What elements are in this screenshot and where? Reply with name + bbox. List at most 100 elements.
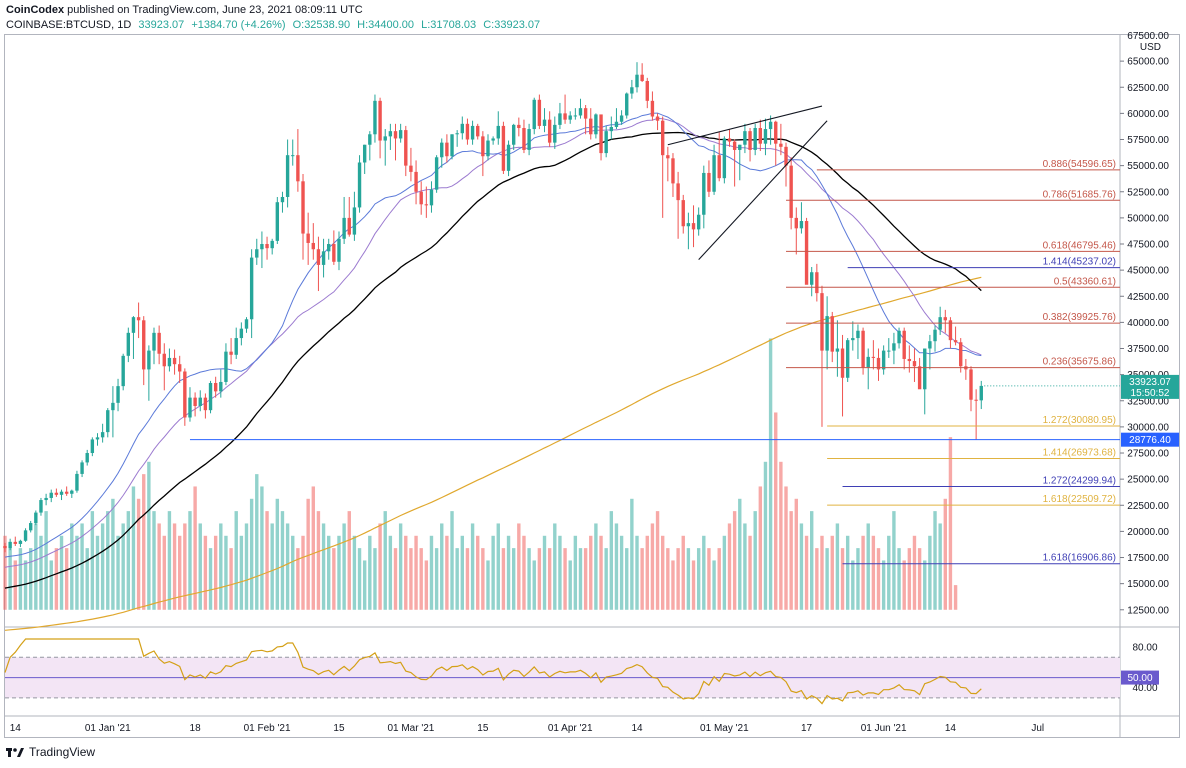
volume-bar <box>578 548 583 610</box>
volume-bar <box>332 548 336 610</box>
volume-bar <box>203 535 208 610</box>
volume-bar <box>393 548 398 610</box>
volume-bar <box>142 474 146 610</box>
candle-down <box>804 221 809 285</box>
candle-up <box>327 244 331 252</box>
volume-bar <box>794 498 798 610</box>
candle-down <box>347 217 351 235</box>
volume-bar <box>470 523 475 610</box>
candle-up <box>234 338 238 355</box>
publisher-name[interactable]: CoinCodex <box>6 4 65 16</box>
candle-down <box>840 348 845 378</box>
volume-bar <box>563 548 567 610</box>
y-tick-label: 57500.00 <box>1127 135 1169 146</box>
volume-bar <box>414 535 418 610</box>
candle-up <box>933 329 937 342</box>
volume-bar <box>167 511 172 610</box>
candle-down <box>661 120 665 156</box>
volume-bar <box>517 523 521 610</box>
candle-up <box>95 437 100 440</box>
candle-up <box>619 115 624 122</box>
y-tick-label: 65000.00 <box>1127 57 1169 68</box>
candle-down <box>953 340 958 343</box>
last-price-tag-bg <box>1121 374 1179 399</box>
volume-bar <box>491 535 495 610</box>
volume-bar <box>95 535 100 610</box>
volume-bar <box>866 523 870 610</box>
publisher-line: CoinCodex published on TradingView.com, … <box>6 3 544 18</box>
volume-bar <box>85 548 89 610</box>
candle-down <box>861 330 865 368</box>
candle-up <box>810 272 814 285</box>
candle-up <box>224 351 228 382</box>
rsi-tick-label: 80.00 <box>1132 643 1157 654</box>
volume-bar <box>100 523 105 610</box>
candle-down <box>178 364 182 372</box>
candle-down <box>815 272 819 294</box>
volume-bar <box>630 498 634 610</box>
candle-up <box>578 108 583 116</box>
volume-bar <box>661 535 665 610</box>
fib-level-label: 0.886(54596.65) <box>1043 159 1116 170</box>
candle-up <box>460 123 464 134</box>
volume-bar <box>917 548 922 610</box>
fib-level-label: 1.618(16906.86) <box>1043 553 1116 564</box>
volume-bar <box>820 535 824 610</box>
candle-down <box>296 155 300 182</box>
candle-up <box>856 330 860 339</box>
volume-bar <box>635 535 639 610</box>
y-tick-label: 62500.00 <box>1127 83 1169 94</box>
volume-bar <box>496 523 500 610</box>
candle-down <box>676 183 680 201</box>
last-price-tag: 33923.07 <box>1129 377 1171 388</box>
support-label-bg <box>1121 432 1179 447</box>
volume-bar <box>892 511 896 610</box>
volume-bar <box>738 498 742 610</box>
y-tick-label: 40000.00 <box>1127 318 1169 329</box>
candle-up <box>491 138 495 141</box>
volume-bar <box>758 486 763 610</box>
volume-bar <box>676 548 680 610</box>
volume-bar <box>116 535 120 610</box>
candle-up <box>106 410 110 433</box>
candle-up <box>116 386 120 403</box>
candle-down <box>414 171 418 192</box>
candle-up <box>373 100 377 135</box>
candle-down <box>599 114 603 154</box>
fib-level-label: 0.618(46795.46) <box>1043 240 1116 251</box>
y-tick-label: 15000.00 <box>1127 579 1169 590</box>
candle-up <box>198 397 202 406</box>
candle-down <box>917 366 922 390</box>
y-tick-label: 17500.00 <box>1127 553 1169 564</box>
volume-bar <box>373 548 377 610</box>
volume-bar <box>645 535 649 610</box>
candle-up <box>121 355 125 387</box>
volume-bar <box>542 535 547 610</box>
candle-up <box>527 129 531 150</box>
volume-bar <box>666 548 670 610</box>
candle-up <box>594 114 598 135</box>
candle-up <box>625 93 629 116</box>
candle-down <box>229 351 233 355</box>
volume-bar <box>599 535 603 610</box>
volume-bar <box>506 535 511 610</box>
volume-bar <box>845 535 850 610</box>
published-text: published on TradingView.com, June 23, 2… <box>67 4 363 16</box>
volume-bar <box>398 523 403 610</box>
candle-up <box>337 238 341 262</box>
x-tick-label: 01 Apr '21 <box>548 723 593 734</box>
volume-bar <box>511 548 516 610</box>
currency-label: USD <box>1140 42 1161 53</box>
footer-brand[interactable]: TradingView <box>29 745 96 759</box>
volume-bar <box>296 548 300 610</box>
volume-bar <box>388 535 393 610</box>
volume-bar <box>357 548 362 610</box>
candle-up <box>440 142 444 158</box>
candle-up <box>979 385 983 401</box>
candle-up <box>255 249 259 258</box>
volume-bar <box>573 535 578 610</box>
candle-up <box>260 244 264 250</box>
trendline <box>698 120 828 261</box>
volume-bar <box>681 535 685 610</box>
